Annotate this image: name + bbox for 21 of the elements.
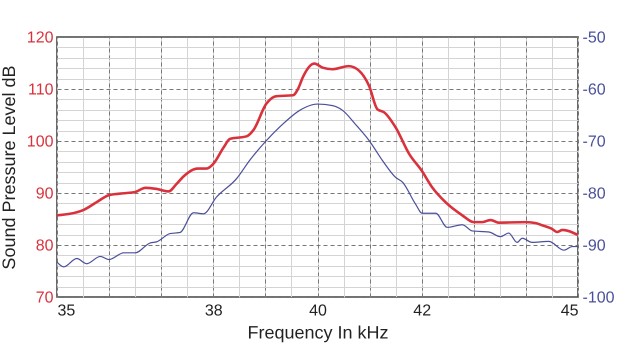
y2-tick-label: -60 bbox=[582, 82, 606, 98]
x-tick-label: 40 bbox=[309, 302, 327, 320]
y2-tick-label: -50 bbox=[582, 30, 606, 46]
y-tick-label: 70 bbox=[36, 290, 54, 306]
x-tick-label: 38 bbox=[204, 302, 223, 320]
y2-tick-label: -80 bbox=[582, 186, 606, 202]
y-tick-label: 90 bbox=[36, 186, 54, 202]
y-tick-label: 80 bbox=[36, 238, 54, 254]
x-tick-label: 45 bbox=[560, 302, 579, 320]
x-tick-label: 35 bbox=[58, 302, 76, 320]
y-tick-label: 120 bbox=[26, 30, 54, 46]
y2-tick-label: -90 bbox=[582, 238, 606, 254]
y-tick-label: 110 bbox=[28, 82, 54, 98]
y2-tick-label: -70 bbox=[582, 134, 606, 150]
x-tick-label: 42 bbox=[413, 302, 432, 320]
y2-tick-label: -100 bbox=[582, 290, 615, 306]
line-series bbox=[57, 103, 578, 268]
y-tick-label: 100 bbox=[26, 134, 54, 150]
y-axis-title: Sound Pressure Level dB bbox=[0, 65, 19, 270]
x-axis-title: Frequency In kHz bbox=[247, 322, 389, 342]
line-series bbox=[57, 62, 578, 236]
